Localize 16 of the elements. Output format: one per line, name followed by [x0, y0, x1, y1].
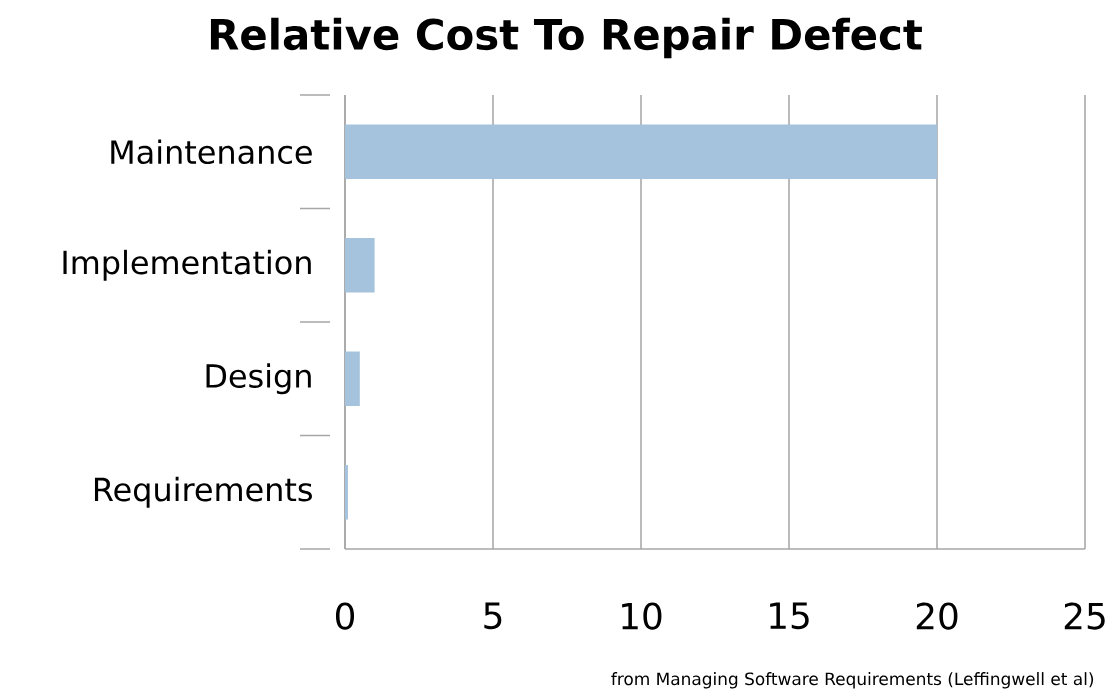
x-tick-label: 0: [335, 602, 355, 630]
y-tick-label: Implementation: [63, 249, 311, 281]
y-tick-label: Design: [206, 363, 311, 395]
bar: [345, 124, 938, 179]
x-tick-label: 25: [1064, 602, 1105, 630]
bar: [345, 465, 348, 520]
y-tick-label: Requirements: [94, 476, 312, 508]
bar: [345, 238, 375, 293]
x-tick-label: 15: [770, 602, 809, 630]
x-tick-label: 10: [622, 602, 662, 630]
x-tick-label: 20: [916, 602, 958, 630]
x-tick-label: 5: [484, 602, 502, 630]
y-tick-label: Maintenance: [111, 139, 312, 165]
text: from Managing Software Requirements (Leffingwell et al): [611, 672, 1094, 689]
bar: [345, 351, 360, 406]
chart-title: Relative Cost To Repair Defect: [210, 17, 922, 59]
